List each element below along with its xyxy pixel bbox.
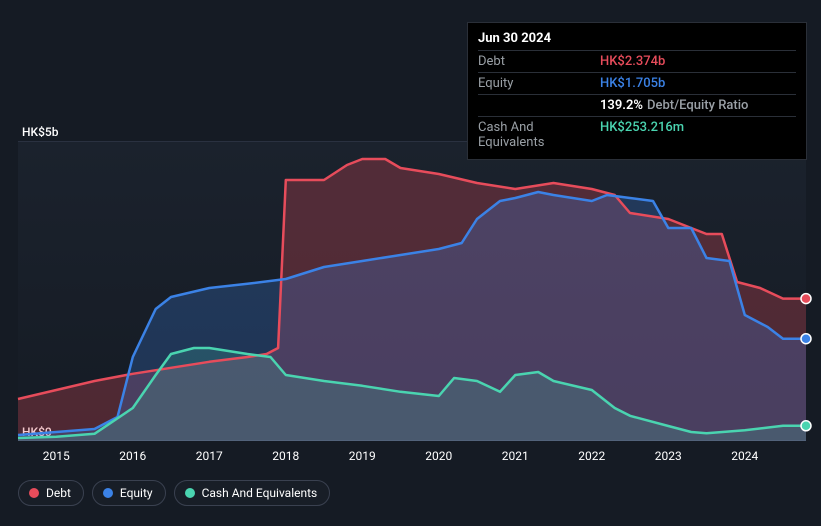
chart-legend: Debt Equity Cash And Equivalents: [18, 480, 330, 506]
legend-label: Cash And Equivalents: [202, 486, 318, 500]
series-end-marker: [801, 294, 811, 304]
tooltip-row-value: HK$1.705b: [600, 76, 665, 91]
legend-item[interactable]: Debt: [18, 480, 84, 506]
x-axis-tick: 2018: [272, 449, 299, 463]
x-axis-tick: 2017: [196, 449, 223, 463]
legend-label: Debt: [46, 486, 71, 500]
x-axis-tick: 2024: [731, 449, 758, 463]
debt-equity-cash-chart: [18, 141, 806, 441]
tooltip-row: Cash And EquivalentsHK$253.216m: [478, 116, 796, 153]
x-axis-tick: 2020: [425, 449, 452, 463]
series-end-marker: [801, 421, 811, 431]
legend-dot-icon: [103, 488, 113, 498]
tooltip-row-label: [478, 98, 600, 113]
y-axis-label: HK$5b: [22, 125, 58, 139]
x-axis-tick: 2021: [502, 449, 529, 463]
tooltip-row: EquityHK$1.705b: [478, 72, 796, 94]
tooltip-row-label: Equity: [478, 76, 600, 91]
tooltip-row: 139.2%Debt/Equity Ratio: [478, 94, 796, 116]
legend-item[interactable]: Equity: [92, 480, 166, 506]
x-axis-tick: 2022: [578, 449, 605, 463]
x-axis-tick: 2016: [119, 449, 146, 463]
series-end-marker: [801, 334, 811, 344]
legend-dot-icon: [185, 488, 195, 498]
x-axis-tick: 2019: [349, 449, 376, 463]
tooltip-row-value: 139.2%Debt/Equity Ratio: [600, 98, 748, 113]
tooltip-date: Jun 30 2024: [478, 29, 796, 50]
tooltip-row: DebtHK$2.374b: [478, 50, 796, 72]
legend-item[interactable]: Cash And Equivalents: [174, 480, 331, 506]
tooltip-row-value: HK$253.216m: [600, 120, 684, 150]
x-axis-tick: 2015: [43, 449, 70, 463]
tooltip-row-label: Cash And Equivalents: [478, 120, 600, 150]
chart-tooltip: Jun 30 2024 DebtHK$2.374bEquityHK$1.705b…: [467, 22, 807, 160]
tooltip-row-label: Debt: [478, 54, 600, 69]
tooltip-row-value: HK$2.374b: [600, 54, 665, 69]
legend-dot-icon: [29, 488, 39, 498]
x-axis-ticks: 2015 2016 2017 2018 2019 2020 2021 2022 2023 2024: [18, 449, 806, 469]
legend-label: Equity: [120, 486, 153, 500]
x-axis-tick: 2023: [655, 449, 682, 463]
